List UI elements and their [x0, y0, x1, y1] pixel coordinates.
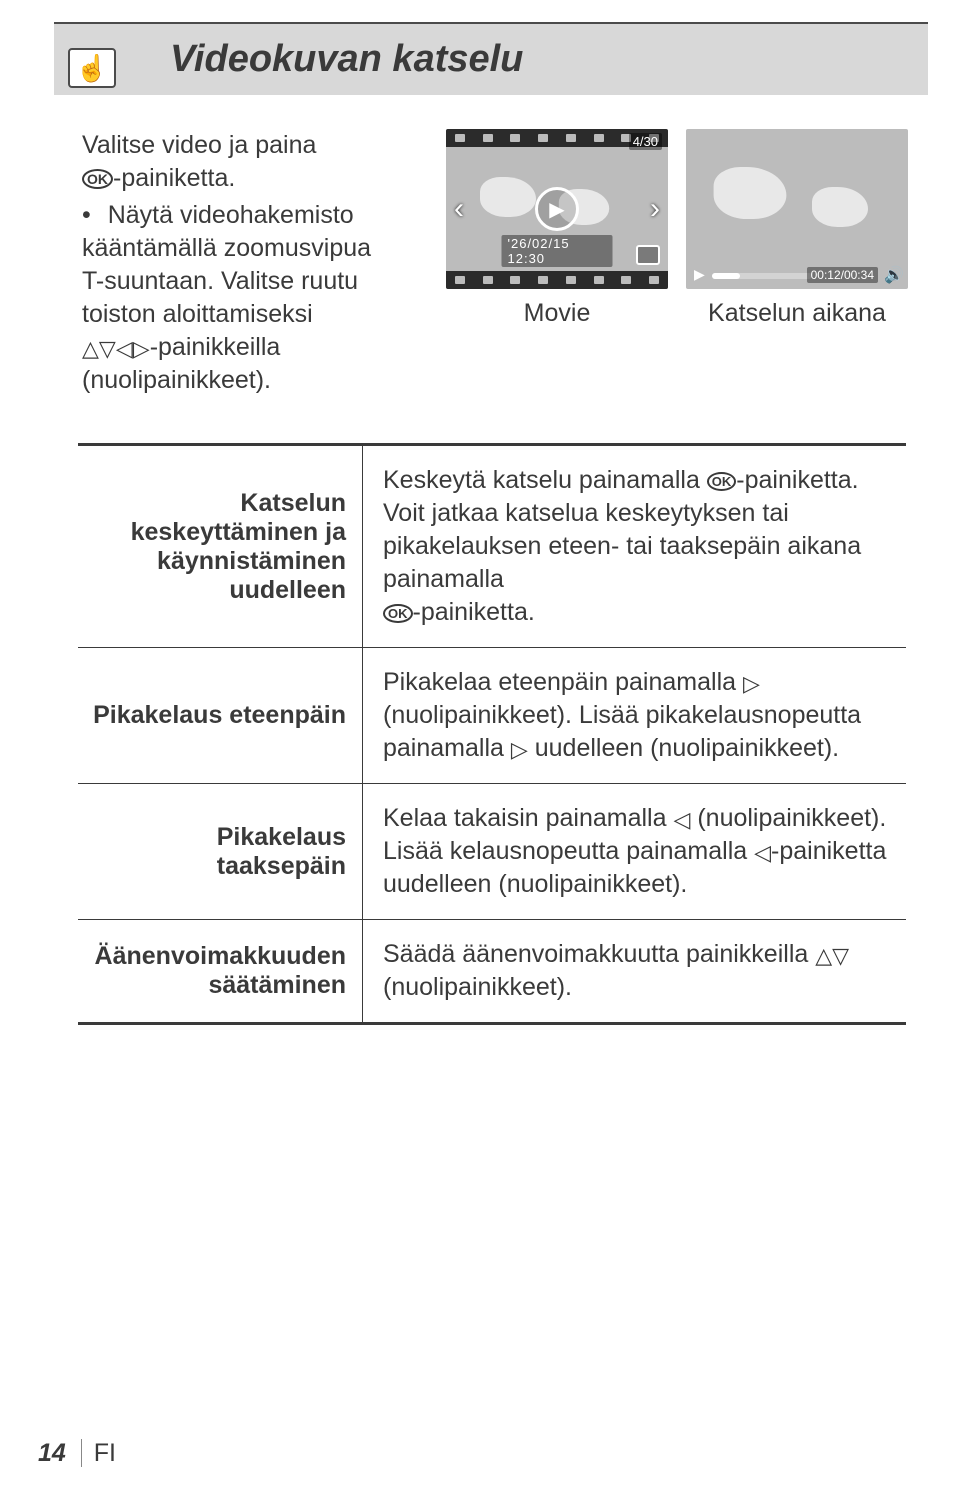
movie-caption: Movie: [524, 299, 591, 328]
dpad-left-icon: ◁: [116, 336, 133, 361]
row-label: Katselun keskeyttäminen ja käynnistämine…: [78, 446, 363, 647]
playback-thumbnail: ▶ 00:12/00:34 🔊: [686, 129, 908, 289]
progress-fill: [712, 273, 740, 279]
dpad-down-icon: ▽: [832, 943, 849, 968]
row-body: Kelaa takaisin painamalla ◁ (nuolipainik…: [363, 784, 906, 919]
text: uudelleen (nuolipainikkeet).: [528, 734, 839, 762]
page-number: 14: [38, 1439, 66, 1467]
row-label: Pikakelaus taaksepäin: [78, 784, 363, 919]
intro-line3: T-suuntaan. Valitse ruutu: [82, 267, 358, 295]
intro-line1: Näytä videohakemisto: [108, 201, 354, 229]
ok-button-icon: OK: [82, 169, 113, 189]
playback-caption: Katselun aikana: [708, 299, 886, 328]
intro-line2: kääntämällä zoomusvipua: [82, 234, 371, 262]
intro-line4: toiston aloittamiseksi: [82, 300, 313, 328]
row-body: Pikakelaa eteenpäin painamalla ▷ (nuolip…: [363, 648, 906, 783]
operations-table: Katselun keskeyttäminen ja käynnistämine…: [78, 443, 906, 1025]
text: Pikakelaa eteenpäin painamalla: [383, 668, 743, 696]
page-lang: FI: [81, 1439, 116, 1467]
text: -painiketta.: [413, 598, 535, 626]
row-body: Säädä äänenvoimakkuutta painikkeilla △▽ …: [363, 920, 906, 1022]
dpad-up-icon: △: [815, 943, 832, 968]
elapsed-time: 00:12/00:34: [807, 267, 878, 283]
text: Kelaa takaisin painamalla: [383, 804, 673, 832]
bird-shape: [812, 187, 868, 227]
dpad-left-icon: ◁: [673, 807, 690, 832]
intro-line5: -painikkeilla: [150, 333, 281, 361]
dpad-right-icon: ▷: [133, 336, 150, 361]
dpad-left-icon: ◁: [754, 840, 771, 865]
speaker-icon: 🔊: [884, 265, 904, 285]
bird-shape: [480, 177, 536, 217]
ok-button-icon: OK: [383, 604, 413, 623]
dpad-right-icon: ▷: [511, 737, 528, 762]
intro-line6: (nuolipainikkeet).: [82, 366, 271, 394]
chevron-left-icon: ‹: [454, 192, 464, 226]
page-footer: 14 FI: [38, 1439, 116, 1468]
table-row: Katselun keskeyttäminen ja käynnistämine…: [78, 446, 906, 648]
intro-lead-suffix: -painiketta.: [113, 164, 235, 192]
thumbnails: ‹ ▶ › 4/30 '26/02/15 12:30 Movie ▶ 00:12…: [446, 129, 908, 397]
table-row: Pikakelaus eteenpäin Pikakelaa eteenpäin…: [78, 648, 906, 784]
text: Säädä äänenvoimakkuutta painikkeilla: [383, 940, 815, 968]
table-row: Pikakelaus taaksepäin Kelaa takaisin pai…: [78, 784, 906, 920]
bird-shape: [714, 167, 787, 219]
table-row: Äänenvoimakkuuden säätäminen Säädä äänen…: [78, 920, 906, 1022]
progress-bar: [712, 273, 812, 279]
text: (nuolipainikkeet).: [383, 973, 572, 1001]
dpad-down-icon: ▽: [99, 336, 116, 361]
row-label: Pikakelaus eteenpäin: [78, 648, 363, 783]
play-circle-icon: ▶: [535, 187, 579, 231]
play-icon: ▶: [694, 266, 705, 283]
mode-icon: [636, 245, 660, 265]
dpad-up-icon: △: [82, 336, 99, 361]
ok-button-icon: OK: [707, 472, 737, 491]
intro-lead: Valitse video ja paina: [82, 131, 316, 159]
dpad-right-icon: ▷: [743, 671, 760, 696]
chevron-right-icon: ›: [650, 192, 660, 226]
text: Keskeytä katselu painamalla: [383, 466, 707, 494]
frame-counter: 4/30: [629, 133, 662, 150]
section-title: Videokuvan katselu: [170, 38, 523, 81]
row-body: Keskeytä katselu painamalla OK-painikett…: [363, 446, 906, 647]
movie-datetime: '26/02/15 12:30: [502, 235, 613, 267]
intro-paragraph: Valitse video ja paina OK-painiketta. Nä…: [82, 129, 426, 397]
row-label: Äänenvoimakkuuden säätäminen: [78, 920, 363, 1022]
touch-screen-icon: ☝: [68, 48, 116, 88]
section-header: Videokuvan katselu: [54, 22, 928, 95]
movie-thumbnail: ‹ ▶ › 4/30 '26/02/15 12:30: [446, 129, 668, 289]
filmstrip-bottom: [446, 271, 668, 289]
hand-icon: ☝: [76, 55, 108, 81]
